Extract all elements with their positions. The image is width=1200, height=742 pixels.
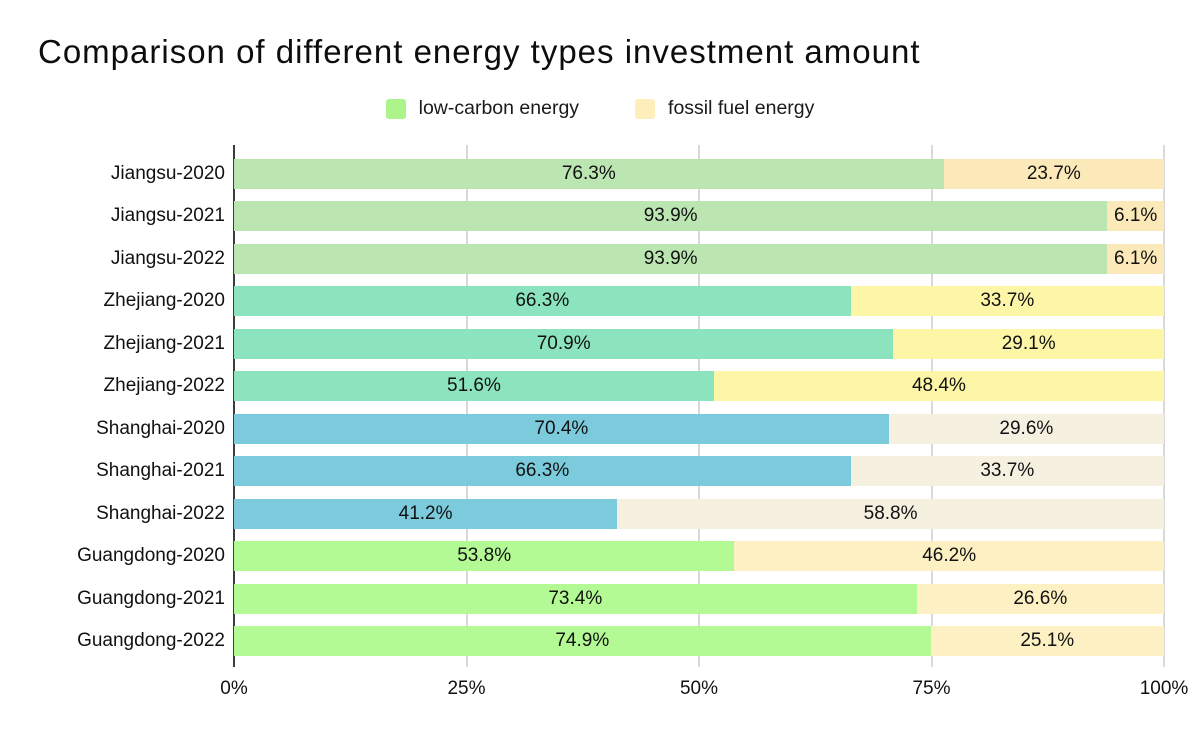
bar-segment-low-carbon: 93.9% bbox=[234, 243, 1108, 274]
bar-value-label: 33.7% bbox=[980, 460, 1035, 482]
bar-segment-low-carbon: 93.9% bbox=[234, 201, 1108, 232]
bar-value-label: 41.2% bbox=[398, 502, 453, 524]
x-tick-label: 0% bbox=[220, 678, 248, 699]
legend-label-fossil-fuel: fossil fuel energy bbox=[668, 97, 815, 119]
category-label: Jiangsu-2022 bbox=[110, 247, 225, 269]
bar-segment-fossil-fuel: 33.7% bbox=[850, 286, 1164, 317]
chart-title: Comparison of different energy types inv… bbox=[38, 33, 921, 70]
legend-item-low-carbon: low-carbon energy bbox=[385, 97, 580, 120]
bar-value-label: 74.9% bbox=[555, 629, 610, 651]
bar-value-label: 73.4% bbox=[548, 587, 603, 609]
bar-value-label: 23.7% bbox=[1026, 163, 1081, 184]
bar-segment-low-carbon: 70.9% bbox=[234, 328, 894, 359]
gridline bbox=[698, 145, 700, 667]
legend: low-carbon energy fossil fuel energy bbox=[0, 97, 1200, 120]
bar-segment-fossil-fuel: 6.1% bbox=[1107, 243, 1164, 274]
bar-segment-low-carbon: 41.2% bbox=[234, 498, 618, 529]
plot-area: 0% 25% 50% 75% 100% Jiangsu-2020 76.3% 23.7% Jia… bbox=[77, 145, 1188, 699]
bar-row: 73.4% 26.6% bbox=[234, 583, 1164, 614]
bar-segment-low-carbon: 70.4% bbox=[234, 413, 889, 444]
bar-value-label: 66.3% bbox=[515, 290, 570, 312]
category-label: Shanghai-2021 bbox=[96, 460, 225, 482]
bar-value-label: 33.7% bbox=[980, 290, 1035, 312]
bar-value-label: 93.9% bbox=[643, 205, 698, 227]
bar-value-label: 26.6% bbox=[1013, 587, 1068, 609]
bar-segment-fossil-fuel: 26.6% bbox=[916, 583, 1164, 614]
bar-value-label: 48.4% bbox=[911, 375, 966, 397]
legend-swatch-fossil-fuel bbox=[635, 98, 656, 119]
legend-item-fossil-fuel: fossil fuel energy bbox=[635, 97, 814, 120]
bar-segment-fossil-fuel: 29.1% bbox=[893, 328, 1164, 359]
bar-row: 66.3% 33.7% bbox=[234, 286, 1164, 317]
category-label: Guangdong-2020 bbox=[77, 545, 225, 567]
bar-row: 70.4% 29.6% bbox=[234, 413, 1164, 444]
bar-row: 41.2% 58.8% bbox=[234, 498, 1164, 529]
category-label: Jiangsu-2020 bbox=[110, 163, 225, 184]
bar-value-label: 76.3% bbox=[561, 163, 616, 184]
x-tick-label: 75% bbox=[912, 678, 951, 699]
bar-value-label: 58.8% bbox=[863, 502, 918, 524]
bar-row: 70.9% 29.1% bbox=[234, 328, 1164, 359]
bar-value-label: 70.4% bbox=[534, 417, 589, 439]
gridline bbox=[465, 145, 468, 667]
gridline bbox=[930, 145, 933, 667]
bar-segment-low-carbon: 53.8% bbox=[234, 541, 735, 572]
bar-row: 93.9% 6.1% bbox=[234, 243, 1164, 274]
bar-segment-fossil-fuel: 23.7% bbox=[943, 159, 1164, 189]
y-axis-line bbox=[233, 145, 235, 667]
bar-value-label: 53.8% bbox=[457, 545, 512, 567]
bar-segment-low-carbon: 73.4% bbox=[234, 583, 917, 614]
bar-segment-low-carbon: 66.3% bbox=[234, 286, 851, 317]
x-tick-label: 50% bbox=[679, 678, 719, 699]
category-label: Guangdong-2021 bbox=[77, 587, 225, 609]
bar-segment-low-carbon: 66.3% bbox=[234, 456, 851, 487]
bar-segment-fossil-fuel: 6.1% bbox=[1107, 201, 1164, 232]
bar-row: 66.3% 33.7% bbox=[234, 456, 1164, 487]
category-label: Zhejiang-2021 bbox=[103, 332, 225, 354]
bar-segment-fossil-fuel: 25.1% bbox=[930, 625, 1164, 656]
bar-value-label: 29.1% bbox=[1001, 332, 1056, 354]
gridline bbox=[1163, 145, 1165, 667]
bar-row: 76.3% 23.7% bbox=[234, 159, 1164, 189]
category-label: Jiangsu-2021 bbox=[110, 205, 225, 227]
legend-swatch-low-carbon bbox=[385, 98, 406, 119]
bar-value-label: 6.1% bbox=[1113, 247, 1158, 269]
bar-segment-fossil-fuel: 33.7% bbox=[850, 456, 1164, 487]
category-label: Shanghai-2020 bbox=[96, 417, 225, 439]
bar-value-label: 46.2% bbox=[922, 545, 977, 567]
bar-value-label: 93.9% bbox=[643, 247, 698, 269]
bar-value-label: 66.3% bbox=[515, 460, 570, 482]
bar-value-label: 25.1% bbox=[1020, 629, 1075, 651]
bar-row: 74.9% 25.1% bbox=[234, 625, 1164, 656]
bar-row: 51.6% 48.4% bbox=[234, 371, 1164, 402]
bar-segment-fossil-fuel: 48.4% bbox=[713, 371, 1164, 402]
bar-segment-low-carbon: 51.6% bbox=[234, 371, 714, 402]
bar-value-label: 70.9% bbox=[536, 332, 591, 354]
category-label: Zhejiang-2022 bbox=[103, 375, 225, 397]
bar-value-label: 6.1% bbox=[1113, 205, 1158, 227]
bar-value-label: 51.6% bbox=[447, 375, 501, 397]
bar-segment-fossil-fuel: 29.6% bbox=[888, 413, 1164, 444]
bar-segment-fossil-fuel: 46.2% bbox=[734, 541, 1164, 572]
x-tick-label: 25% bbox=[447, 678, 486, 699]
category-label: Zhejiang-2020 bbox=[103, 290, 225, 312]
bar-segment-low-carbon: 76.3% bbox=[234, 159, 944, 189]
category-label: Shanghai-2022 bbox=[96, 502, 225, 524]
bar-segment-fossil-fuel: 58.8% bbox=[617, 498, 1164, 529]
bar-value-label: 29.6% bbox=[999, 417, 1054, 439]
category-label: Guangdong-2022 bbox=[77, 629, 225, 651]
bar-row: 93.9% 6.1% bbox=[234, 201, 1164, 232]
legend-label-low-carbon: low-carbon energy bbox=[418, 97, 580, 119]
bar-row: 53.8% 46.2% bbox=[234, 541, 1164, 572]
x-tick-label: 100% bbox=[1139, 678, 1189, 699]
bar-segment-low-carbon: 74.9% bbox=[234, 625, 931, 656]
